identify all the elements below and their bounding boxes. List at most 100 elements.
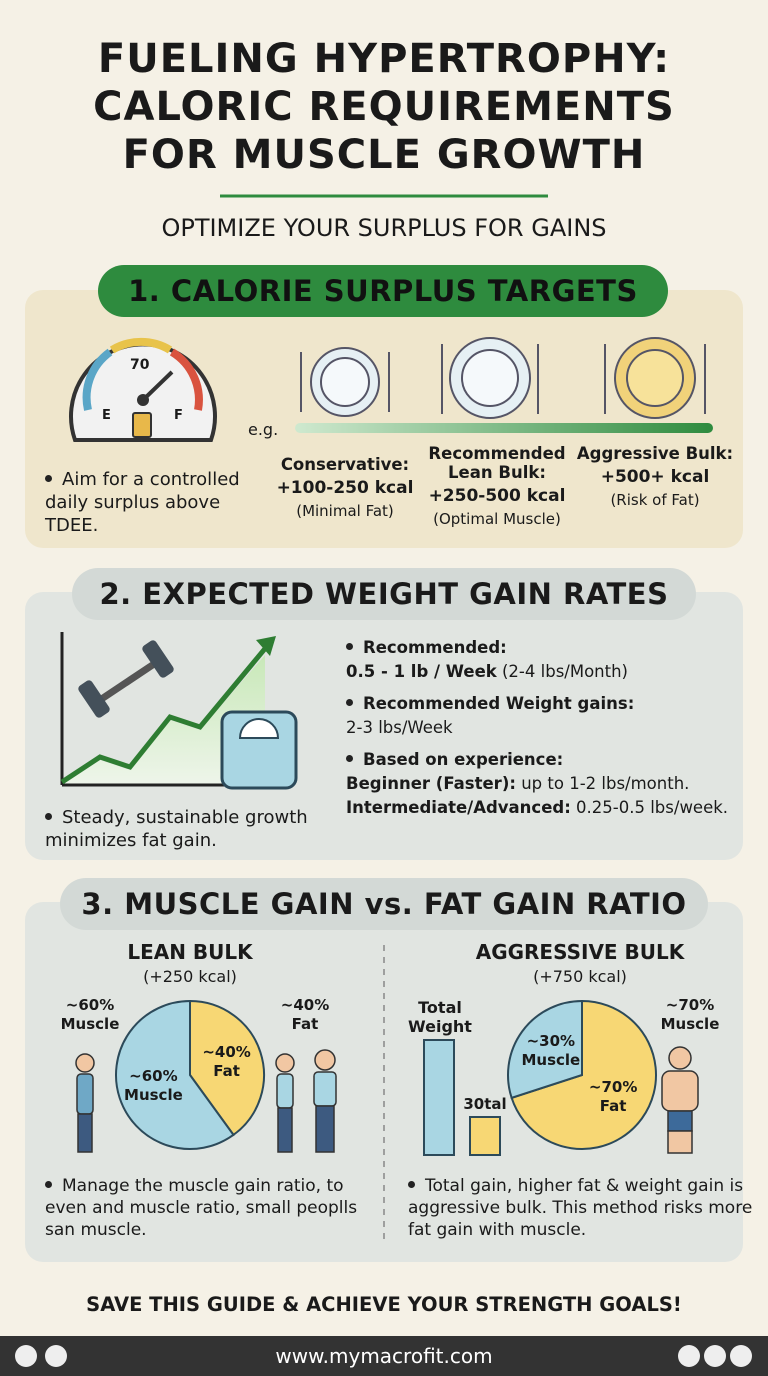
tier-note: (Optimal Muscle) (433, 510, 561, 528)
website-url[interactable]: www.mymacrofit.com (275, 1344, 493, 1368)
pie-slice (507, 999, 583, 1100)
title-line: FOR MUSCLE GROWTH (122, 132, 646, 178)
outer-label: ~60% Muscle (40, 996, 140, 1034)
tier: Recommended Lean Bulk: +250-500 kcal (Opti… (412, 444, 582, 529)
tier-range: +250-500 kcal (428, 486, 566, 506)
bar-label: Total Weight (408, 998, 472, 1036)
bullet-heading: Recommended: (363, 638, 507, 657)
slice-name: Muscle (124, 1085, 183, 1104)
social-icon[interactable] (678, 1345, 700, 1367)
surplus-bar (295, 423, 713, 433)
bullet-dot (346, 699, 353, 706)
outer-label: ~70% Muscle (645, 996, 735, 1034)
bullet-dot (346, 755, 353, 762)
tier-name: Recommended Lean Bulk: (428, 444, 566, 482)
slice-name: Fat (213, 1062, 240, 1081)
bullet-line: 0.5 - 1 lb / Week (2-4 lbs/Month) (346, 660, 746, 684)
tier-range: +100-250 kcal (276, 478, 414, 498)
slice-name: Fat (599, 1096, 627, 1115)
tier-name: Conservative: (280, 455, 410, 474)
slice-label: ~40% Fat (182, 1043, 272, 1081)
bullet-line: Intermediate/Advanced: 0.25-0.5 lbs/week… (346, 796, 746, 820)
section-box (25, 290, 743, 548)
tier-note: (Risk of Fat) (610, 491, 700, 509)
slice-value: ~60% (129, 1066, 178, 1085)
slice-name: Muscle (521, 1051, 581, 1070)
social-icon[interactable] (730, 1345, 752, 1367)
bullet: Recommended: (346, 636, 746, 660)
section-heading: 1. CALORIE SURPLUS TARGETS (98, 265, 668, 317)
note: Manage the muscle gain ratio, to even an… (45, 1175, 365, 1241)
bullet: Recommended Weight gains: (346, 692, 746, 716)
social-icon[interactable] (45, 1345, 67, 1367)
slice-value: ~30% (526, 1032, 576, 1051)
bullet-bold: Beginner (Faster): (346, 774, 516, 793)
slice-label: ~60% Muscle (108, 1067, 198, 1105)
gauge-reading: 70 (130, 357, 150, 373)
label-line: ~40% (280, 996, 330, 1014)
bullet-line: 2-3 lbs/Week (346, 716, 746, 740)
note: Steady, sustainable growth minimizes fat… (45, 806, 345, 852)
tier-note: (Minimal Fat) (296, 502, 394, 520)
label-line: Muscle (60, 1015, 120, 1033)
figure-icons (75, 1046, 699, 1154)
bullet-text: 2-3 lbs/Week (346, 718, 453, 737)
subtitle: OPTIMIZE YOUR SURPLUS FOR GAINS (161, 214, 607, 242)
note-text: Manage the muscle gain ratio, to even an… (45, 1176, 358, 1240)
bullet-line: Beginner (Faster): up to 1-2 lbs/month. (346, 772, 746, 796)
growth-icon (60, 632, 298, 790)
bullet-text: (2-4 lbs/Month) (502, 662, 628, 681)
outer-label: ~40% Fat (255, 996, 355, 1034)
panel-subtitle: (+750 kcal) (533, 967, 627, 986)
slice-label: ~70% Fat (568, 1078, 658, 1116)
title-line: FUELING HYPERTROPHY: (97, 36, 671, 82)
note: Aim for a controlled daily surplus above… (45, 468, 260, 537)
bullet-list: Recommended: 0.5 - 1 lb / Week (2-4 lbs/M… (346, 636, 746, 820)
illustrative-bar (469, 1116, 501, 1156)
note-text: Steady, sustainable growth minimizes fat… (45, 807, 308, 851)
section-heading: 3. MUSCLE GAIN vs. FAT GAIN RATIO (60, 878, 708, 930)
panel-title: AGGRESSIVE BULK (475, 940, 685, 964)
section-heading: 2. EXPECTED WEIGHT GAIN RATES (72, 568, 696, 620)
section-box (25, 592, 743, 860)
label-line: ~70% (665, 996, 715, 1014)
title-line: CALORIC REQUIREMENTS (93, 84, 675, 130)
bullet-heading: Based on experience: (363, 750, 564, 769)
bullet: Based on experience: (346, 748, 746, 772)
slice-value: ~70% (588, 1077, 638, 1096)
social-icon[interactable] (15, 1345, 37, 1367)
label-line: Fat (291, 1015, 319, 1033)
tier-range: +500+ kcal (600, 467, 710, 487)
note-text: Aim for a controlled daily surplus above… (45, 469, 240, 536)
bullet-heading: Recommended Weight gains: (363, 694, 635, 713)
tier: Aggressive Bulk: +500+ kcal (Risk of Fat) (570, 444, 740, 510)
gauge-empty: E (102, 408, 111, 423)
slice-value: ~40% (202, 1043, 251, 1062)
gauge-full: F (174, 408, 183, 423)
pie-slice (510, 999, 657, 1150)
social-icon[interactable] (704, 1345, 726, 1367)
bullet-bold: 0.5 - 1 lb / Week (346, 662, 497, 681)
panel-title: LEAN BULK (127, 940, 253, 964)
bullet-text: up to 1-2 lbs/month. (521, 774, 690, 793)
tier-name: Aggressive Bulk: (576, 444, 734, 463)
tier: Conservative: +100-250 kcal (Minimal Fat) (260, 455, 430, 521)
example-label: e.g. (248, 420, 279, 439)
label-line: ~60% (65, 996, 115, 1014)
note-text: Total gain, higher fat & weight gain is … (408, 1176, 753, 1240)
pie-slice (189, 999, 265, 1137)
footer-bar (0, 1336, 768, 1376)
gauge-icon (69, 337, 217, 442)
call-to-action: SAVE THIS GUIDE & ACHIEVE YOUR STRENGTH … (86, 1293, 682, 1316)
bullet-text: 0.25-0.5 lbs/week. (576, 798, 729, 817)
slice-label: ~30% Muscle (506, 1032, 596, 1070)
bullet-dot (346, 643, 353, 650)
bar-label: 30tal (463, 1095, 507, 1113)
bullet-bold: Intermediate/Advanced: (346, 798, 571, 817)
label-line: Muscle (660, 1015, 720, 1033)
illustrative-bar (423, 1039, 455, 1156)
pie-slice (115, 999, 235, 1150)
note: Total gain, higher fat & weight gain is … (408, 1175, 753, 1241)
